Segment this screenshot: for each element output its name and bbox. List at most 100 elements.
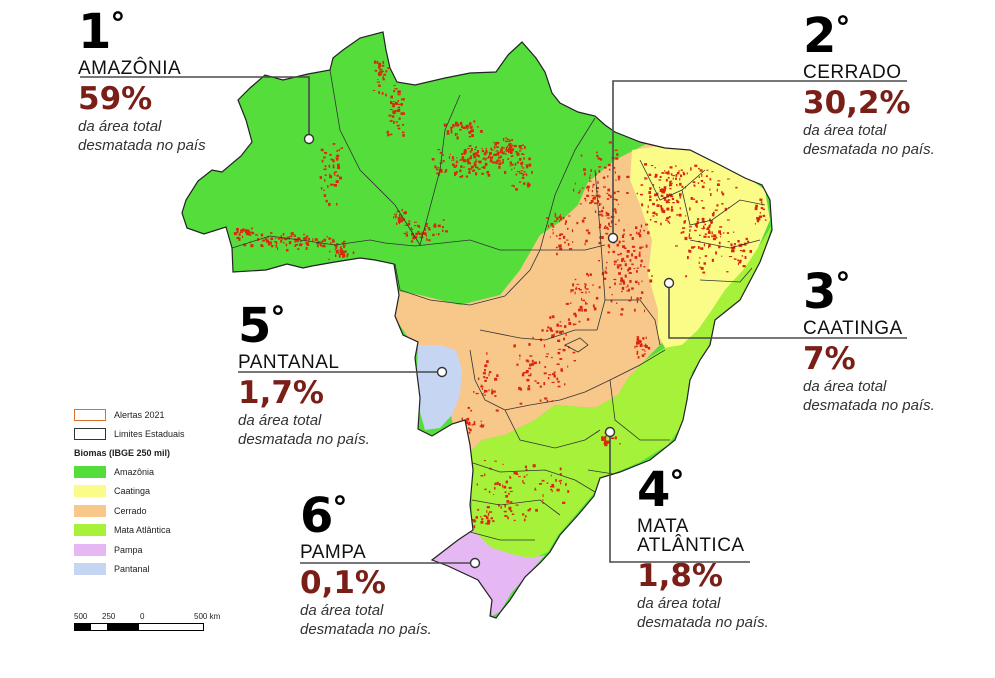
alert-speck xyxy=(573,188,575,192)
alert-speck xyxy=(387,67,390,69)
alert-speck xyxy=(622,245,626,248)
alert-speck xyxy=(459,176,462,178)
alert-speck xyxy=(701,247,704,250)
alert-speck xyxy=(579,189,581,193)
alert-speck xyxy=(393,110,395,112)
alert-speck xyxy=(399,218,401,222)
alert-speck xyxy=(396,102,398,104)
alert-speck xyxy=(578,320,581,323)
alert-speck xyxy=(404,224,408,226)
alert-speck xyxy=(509,490,513,492)
alert-speck xyxy=(611,294,613,296)
alert-speck xyxy=(455,171,458,174)
alert-speck xyxy=(522,480,524,483)
alert-speck xyxy=(467,158,470,161)
alert-speck xyxy=(525,468,528,471)
alert-speck xyxy=(623,247,627,249)
biome-name: CERRADO xyxy=(803,62,902,83)
alert-speck xyxy=(397,127,401,130)
alert-speck xyxy=(623,228,625,232)
alert-speck xyxy=(397,99,399,102)
alert-speck xyxy=(609,286,611,289)
alert-speck xyxy=(719,233,722,236)
alert-speck xyxy=(469,162,471,165)
alert-speck xyxy=(408,220,411,222)
alert-speck xyxy=(497,152,499,156)
alert-speck xyxy=(336,252,340,254)
alert-speck xyxy=(600,213,603,216)
alert-speck xyxy=(584,242,586,246)
alert-speck xyxy=(265,239,269,241)
alert-speck xyxy=(595,194,598,197)
alert-speck xyxy=(344,250,347,252)
alert-speck xyxy=(241,228,245,232)
alert-speck xyxy=(510,155,513,158)
alert-speck xyxy=(618,240,621,244)
alert-speck xyxy=(510,163,514,166)
alert-speck xyxy=(565,483,567,486)
alert-speck xyxy=(463,151,467,155)
alert-speck xyxy=(509,476,512,479)
alert-speck xyxy=(713,234,717,237)
alert-speck xyxy=(335,180,339,183)
alert-speck xyxy=(381,70,384,72)
alert-speck xyxy=(559,467,562,471)
alert-speck xyxy=(341,252,344,254)
alert-speck xyxy=(650,165,654,167)
alert-speck xyxy=(477,155,479,157)
alert-speck xyxy=(608,222,610,226)
alert-speck xyxy=(615,179,617,181)
alert-speck xyxy=(523,475,526,478)
alert-speck xyxy=(585,283,587,286)
alert-speck xyxy=(592,183,595,186)
alert-speck xyxy=(654,167,656,169)
alert-speck xyxy=(392,103,395,105)
alert-speck xyxy=(557,339,561,342)
alert-speck xyxy=(618,219,620,222)
alert-speck xyxy=(557,385,561,388)
alert-speck xyxy=(675,165,677,167)
alert-speck xyxy=(687,256,689,260)
alert-speck xyxy=(564,383,566,386)
alert-speck xyxy=(417,231,420,234)
alert-speck xyxy=(305,235,309,238)
alert-speck xyxy=(341,242,345,244)
alert-speck xyxy=(393,216,395,219)
alert-speck xyxy=(270,232,273,234)
alert-speck xyxy=(487,173,491,177)
alert-speck xyxy=(330,159,333,161)
alert-speck xyxy=(488,155,491,158)
alert-speck xyxy=(297,237,300,240)
alert-speck xyxy=(240,230,244,232)
legend-item-caatinga: Caatinga xyxy=(74,482,185,502)
alert-speck xyxy=(401,219,404,223)
alert-speck xyxy=(709,224,711,227)
alert-speck xyxy=(682,231,685,234)
alert-speck xyxy=(544,366,547,368)
alert-speck xyxy=(477,508,480,511)
alert-speck xyxy=(598,260,600,262)
alert-speck xyxy=(552,231,554,235)
alert-speck xyxy=(585,301,587,305)
alert-speck xyxy=(460,165,463,168)
alert-speck xyxy=(641,280,643,283)
alert-speck xyxy=(626,290,628,292)
alert-speck xyxy=(321,159,324,163)
callout-mata-atlantica: 4° MATA ATLÂNTICA 1,8% da área total desma… xyxy=(637,466,769,632)
alert-speck xyxy=(275,241,278,245)
alert-speck xyxy=(606,440,610,444)
alert-speck xyxy=(515,188,518,191)
alert-speck xyxy=(556,252,558,256)
alert-speck xyxy=(555,330,559,334)
alert-speck xyxy=(461,153,463,155)
alert-speck xyxy=(711,258,714,262)
alert-speck xyxy=(571,229,574,233)
alert-speck xyxy=(297,248,300,250)
alert-speck xyxy=(682,171,685,173)
alert-speck xyxy=(397,93,401,96)
alert-speck xyxy=(573,312,577,316)
alert-speck xyxy=(610,437,615,439)
alert-speck xyxy=(527,182,530,186)
alert-speck xyxy=(466,417,470,421)
alert-speck xyxy=(583,308,587,312)
